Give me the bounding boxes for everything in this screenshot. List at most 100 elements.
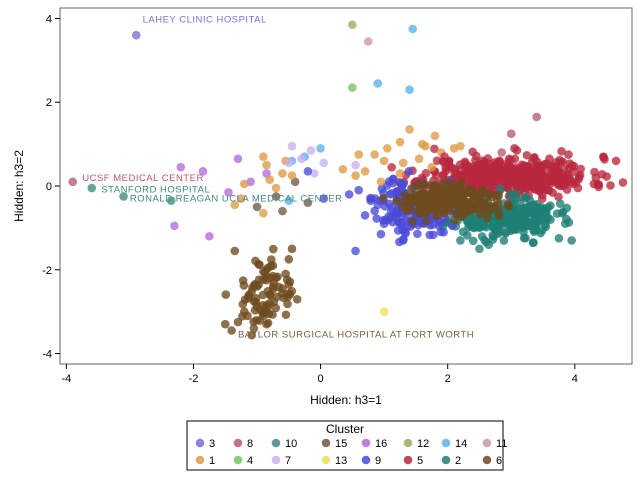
data-point-cluster-6 (403, 195, 413, 205)
data-point-cluster-14 (316, 144, 325, 153)
data-point-cluster-2 (533, 204, 543, 214)
data-point-cluster-1 (271, 183, 281, 193)
data-point-cluster-15 (278, 206, 287, 216)
data-point-cluster-6 (418, 189, 428, 198)
data-point-cluster-1 (379, 156, 389, 166)
data-point-cluster-2 (494, 226, 503, 235)
x-axis-title: Hidden: h3=1 (310, 393, 382, 407)
data-point-cluster-5 (545, 161, 554, 171)
annotation-label: RONALD REAGAN UCLA MEDICAL CENTER (130, 193, 343, 204)
x-axis-ticks: -4 -2 0 2 4 (61, 364, 578, 385)
data-point-cluster-6 (437, 179, 447, 189)
data-point-cluster-13 (379, 307, 389, 316)
annotation-label: STANFORD HOSPITAL (101, 184, 210, 195)
data-point-cluster-6 (265, 290, 275, 300)
data-point-cluster-6 (398, 202, 407, 211)
data-point-cluster-6 (265, 298, 274, 308)
data-point-cluster-12 (348, 20, 357, 30)
legend-label: 16 (375, 438, 387, 450)
data-point-cluster-10 (87, 183, 97, 193)
data-point-cluster-9 (393, 216, 403, 226)
data-point-cluster-6 (492, 196, 502, 205)
data-point-cluster-2 (514, 214, 523, 224)
data-point-cluster-6 (240, 307, 249, 316)
data-point-cluster-2 (554, 234, 564, 243)
legend-marker (403, 438, 413, 448)
data-point-cluster-2 (475, 244, 484, 254)
x-tick-label: -2 (189, 373, 199, 385)
legend-label: 4 (247, 455, 253, 467)
data-point-cluster-8 (497, 148, 507, 157)
data-point-cluster-1 (351, 171, 360, 180)
data-point-cluster-5 (482, 167, 492, 177)
data-point-cluster-9 (388, 178, 398, 188)
y-tick-label: 2 (46, 97, 52, 109)
data-point-cluster-6 (262, 275, 271, 285)
data-point-cluster-1 (287, 171, 297, 180)
y-tick-label: -4 (42, 349, 52, 361)
data-point-cluster-5 (565, 159, 575, 168)
data-point-cluster-2 (562, 203, 572, 213)
data-point-cluster-2 (488, 235, 498, 244)
data-point-cluster-9 (436, 227, 446, 237)
data-point-cluster-5 (510, 144, 519, 153)
data-point-cluster-9 (372, 214, 381, 223)
legend-marker (271, 455, 281, 465)
data-point-cluster-6 (230, 246, 240, 256)
legend-label: 8 (247, 438, 253, 450)
legend-label: 3 (209, 438, 215, 450)
data-point-cluster-9 (398, 225, 408, 235)
data-point-cluster-16 (205, 231, 214, 241)
data-point-cluster-6 (268, 271, 278, 281)
data-point-cluster-6 (252, 282, 262, 291)
data-point-cluster-6 (475, 203, 484, 213)
data-point-cluster-6 (414, 208, 424, 218)
x-tick-label: 2 (445, 373, 451, 385)
data-point-cluster-6 (284, 280, 294, 289)
data-point-cluster-6 (421, 216, 431, 226)
data-point-cluster-2 (468, 236, 478, 246)
data-point-cluster-6 (446, 195, 456, 205)
data-point-cluster-6 (247, 330, 257, 340)
data-point-cluster-1 (259, 152, 268, 161)
data-point-cluster-5 (507, 165, 516, 174)
annotation-label: UCSF MEDICAL CENTER (82, 173, 204, 184)
data-point-cluster-6 (268, 244, 278, 254)
data-point-cluster-7 (351, 160, 360, 170)
data-point-cluster-5 (440, 152, 449, 161)
data-point-cluster-5 (492, 173, 501, 183)
data-point-cluster-6 (392, 196, 401, 206)
legend: Cluster 3 8 10 15 16 12 14 111 4 7 13 9 5 2 6 (186, 420, 507, 471)
data-point-cluster-5 (522, 162, 532, 172)
data-point-cluster-5 (554, 192, 563, 202)
data-point-cluster-6 (240, 295, 250, 304)
data-point-cluster-2 (502, 219, 512, 228)
legend-marker (482, 455, 492, 465)
legend-marker (361, 455, 371, 465)
data-point-cluster-6 (468, 190, 478, 200)
data-point-cluster-9 (397, 180, 406, 190)
data-point-cluster-8 (506, 129, 516, 138)
data-point-cluster-5 (565, 175, 574, 185)
data-point-cluster-1 (395, 137, 405, 147)
data-point-cluster-1 (405, 125, 414, 134)
data-point-cluster-6 (457, 212, 467, 222)
data-point-cluster-2 (511, 189, 521, 199)
data-point-cluster-9 (344, 190, 354, 199)
legend-marker (441, 455, 451, 465)
data-point-cluster-1 (236, 194, 246, 203)
y-tick-label: -2 (42, 265, 52, 277)
legend-marker (321, 455, 331, 465)
data-point-cluster-7 (297, 154, 306, 164)
data-point-cluster-5 (471, 151, 481, 161)
data-point-cluster-16 (176, 162, 186, 172)
data-point-cluster-1 (360, 167, 370, 176)
data-point-cluster-6 (408, 217, 417, 226)
data-point-cluster-8 (68, 177, 78, 187)
data-points (68, 20, 628, 340)
data-point-cluster-6 (268, 282, 278, 291)
data-point-cluster-6 (284, 254, 294, 264)
point-annotations: LAHEY CLINIC HOSPITAL UCSF MEDICAL CENTER… (82, 15, 473, 341)
data-point-cluster-6 (412, 181, 421, 190)
data-point-cluster-5 (430, 144, 439, 154)
